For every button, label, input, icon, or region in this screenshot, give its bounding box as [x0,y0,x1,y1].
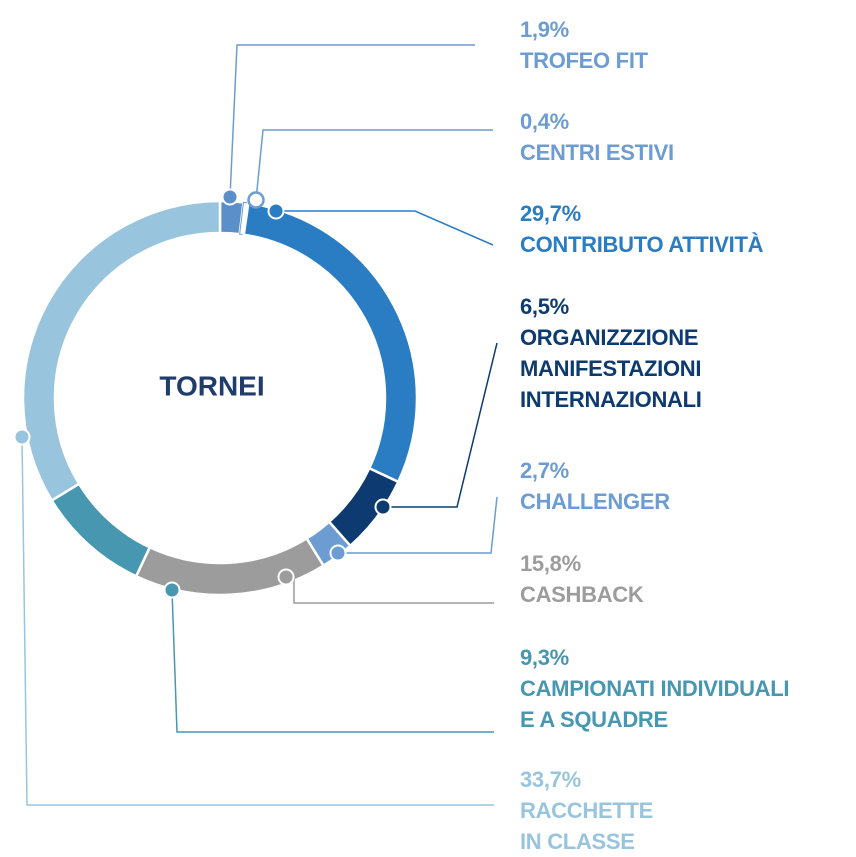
leader-dot [247,191,265,209]
leader-dot [329,544,347,562]
leader-line [338,496,498,554]
category-label: TROFEO FIT [520,48,648,73]
value-label: 2,7% [520,458,569,483]
leader-line [286,576,494,604]
category-label: CHALLENGER [520,489,670,514]
leader-line [21,436,494,806]
value-label: 33,7% [520,767,581,792]
leader-line [171,589,494,733]
value-label: 15,8% [520,551,581,576]
leader-line [229,44,475,198]
category-label: CAMPIONATI INDIVIDUALI E A SQUADRE [520,676,790,732]
leader-dot [13,428,31,446]
chart-title: TORNEI [159,370,264,401]
category-label: CENTRI ESTIVI [520,140,674,165]
value-label: 1,9% [520,17,569,42]
value-label: 6,5% [520,294,569,319]
leader-line [383,342,498,508]
donut-segment [242,201,419,484]
category-label: ORGANIZZZIONE MANIFESTAZIONI INTERNAZION… [520,325,702,412]
leader-dot [374,498,392,516]
leader-dot [221,188,239,206]
donut-segment [134,536,326,597]
leader-dot [277,568,295,586]
donut-segment [21,199,222,503]
category-label: CONTRIBUTO ATTIVITÀ [520,232,764,257]
category-label: RACCHETTE IN CLASSE [520,798,653,854]
leader-line [276,210,494,246]
leader-dot [163,581,181,599]
value-label: 9,3% [520,645,569,670]
donut-segment [49,482,152,578]
value-label: 0,4% [520,109,569,134]
leader-dot [267,202,285,220]
leader-line [255,129,493,201]
value-label: 29,7% [520,201,581,226]
category-label: CASHBACK [520,582,644,607]
